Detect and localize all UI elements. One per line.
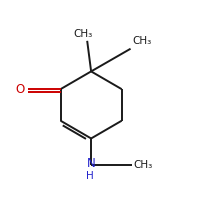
Text: CH₃: CH₃ <box>74 29 93 39</box>
Text: H: H <box>86 171 94 181</box>
Text: N: N <box>87 157 96 170</box>
Text: CH₃: CH₃ <box>134 160 153 170</box>
Text: O: O <box>15 83 24 96</box>
Text: CH₃: CH₃ <box>133 36 152 46</box>
